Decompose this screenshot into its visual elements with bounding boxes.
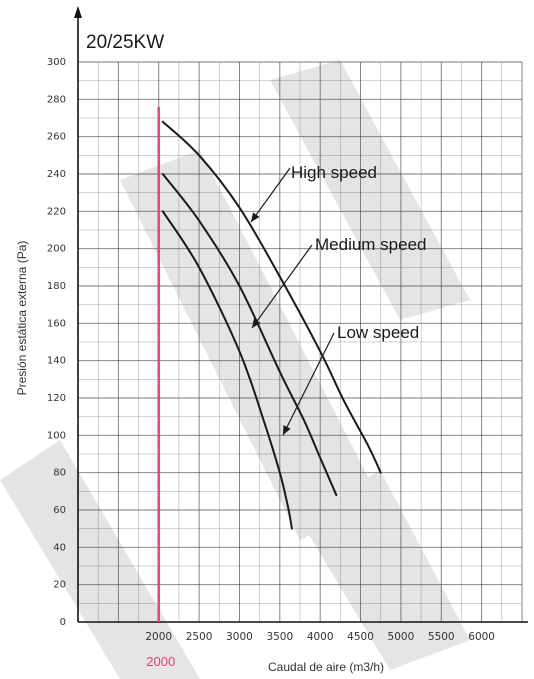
y-tick-label: 120: [47, 393, 66, 404]
marker-label-2000: 2000: [146, 654, 175, 669]
y-tick-label: 180: [47, 281, 66, 292]
y-tick-label: 200: [47, 244, 66, 255]
x-tick-label: 4500: [347, 631, 374, 643]
annotation-arrowhead: [251, 212, 260, 222]
vertical-marker: 2000: [146, 107, 175, 669]
y-tick-label: 0: [60, 617, 66, 628]
x-tick-label: 6000: [468, 631, 495, 643]
y-tick-label: 260: [47, 132, 66, 143]
y-axis-label: Presión estática externa (Pa): [15, 241, 29, 396]
y-tick-label: 300: [47, 57, 66, 68]
annotation-arrow-medium-speed: [251, 244, 313, 329]
axes: [74, 6, 528, 623]
y-tick-label: 40: [53, 542, 66, 553]
y-tick-label: 160: [47, 318, 66, 329]
annotation-low-speed: Low speed: [337, 323, 419, 342]
y-tick-label: 280: [47, 94, 66, 105]
y-tick-label: 220: [47, 206, 66, 217]
y-tick-label: 100: [47, 430, 66, 441]
y-tick-label: 80: [53, 468, 66, 479]
watermark: [0, 60, 470, 679]
chart-title: 20/25KW: [86, 32, 164, 53]
grid: [77, 61, 523, 623]
y-tick-label: 20: [53, 580, 66, 591]
series-line-low-speed: [161, 210, 293, 530]
annotation-medium-speed: Medium speed: [315, 235, 427, 254]
series-line-high-speed: [161, 120, 382, 474]
annotations: High speed Medium speed Low speed: [250, 163, 427, 436]
x-tick-label: 3500: [266, 631, 293, 643]
x-tick-label: 2500: [186, 631, 213, 643]
y-tick-label: 240: [47, 169, 66, 180]
series-line-medium-speed: [161, 173, 338, 497]
x-tick-label: 5000: [388, 631, 415, 643]
x-tick-labels: 2000 2500 3000 3500 4000 4500 5000 5500 6000: [145, 631, 495, 643]
y-tick-labels: 0 20 40 60 80 100 120 140 160 180 200 220 240 260 280 3…: [47, 57, 66, 628]
annotation-arrowhead: [252, 318, 261, 328]
annotation-arrow-high-speed: [250, 167, 291, 223]
x-axis-label: Caudal de aire (m3/h): [268, 660, 384, 674]
y-tick-label: 140: [47, 356, 66, 367]
x-tick-label: 4000: [307, 631, 334, 643]
y-axis-arrow: [74, 6, 82, 18]
x-tick-label: 3000: [226, 631, 253, 643]
annotation-high-speed: High speed: [291, 163, 377, 182]
annotation-arrowhead: [283, 425, 291, 435]
annotation-arrow-low-speed: [282, 332, 335, 436]
y-tick-label: 60: [53, 505, 66, 516]
x-tick-label: 5500: [428, 631, 455, 643]
x-tick-label: 2000: [145, 631, 172, 643]
series-lines: [161, 120, 382, 530]
